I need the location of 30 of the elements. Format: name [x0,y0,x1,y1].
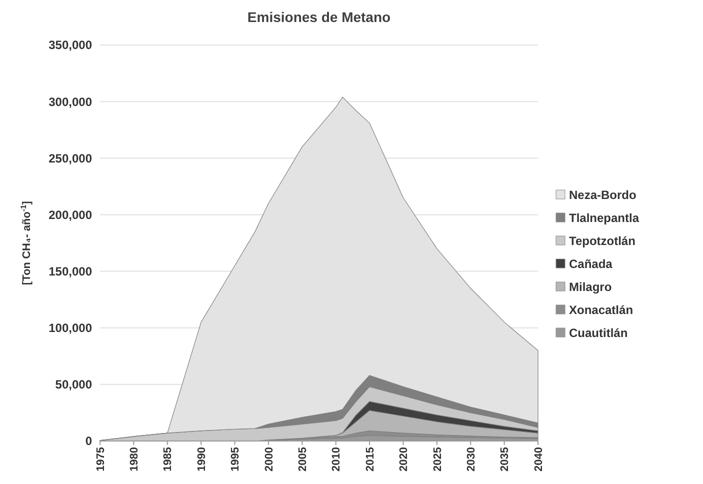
legend-label: Tlalnepantla [569,211,640,226]
x-tick-label: 1985 [162,447,174,472]
legend-label: Xonacatlán [569,303,634,318]
x-tick-label: 2025 [432,447,444,472]
x-tick-label: 2005 [297,447,310,472]
y-tick-label: 50,000 [55,378,92,392]
x-tick-label: 1975 [94,447,107,472]
x-tick-label: 2040 [532,447,545,472]
x-tick-label: 1980 [128,447,141,472]
y-tick-label: 300,000 [48,94,92,109]
y-tick-label: 0 [85,434,92,448]
x-tick-label: 2020 [398,447,410,472]
x-tick-label: 1995 [230,447,242,472]
legend-label: Neza-Bordo [569,188,636,202]
legend-label: Milagro [569,280,612,294]
chart-title: Emisiones de Metano [247,9,391,25]
y-tick-label: 350,000 [48,38,92,52]
y-tick-label: 100,000 [48,321,92,336]
x-tick-label: 2000 [263,447,276,472]
x-tick-label: 2030 [465,447,478,472]
y-tick-label: 150,000 [48,264,92,278]
legend-label: Cuautitlán [569,326,628,340]
x-tick-label: 2035 [499,447,512,472]
legend-label: Cañada [569,257,613,272]
x-tick-label: 2015 [364,447,376,472]
y-tick-label: 250,000 [48,151,92,166]
y-tick-label: 200,000 [48,208,92,222]
legend-label: Tepotzotlán [569,234,636,248]
x-tick-label: 2010 [330,447,343,472]
x-tick-label: 1990 [196,447,208,472]
